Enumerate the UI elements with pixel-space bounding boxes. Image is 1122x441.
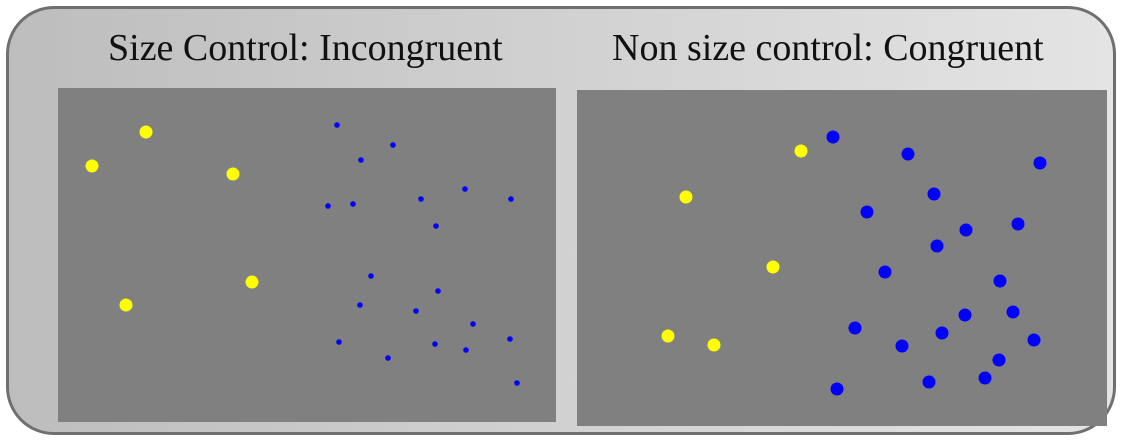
blue-dot xyxy=(432,341,438,347)
blue-dot xyxy=(930,239,944,253)
blue-dot xyxy=(826,130,840,144)
yellow-dot xyxy=(85,159,99,173)
blue-dot xyxy=(848,321,862,335)
blue-dot xyxy=(470,321,476,327)
blue-dot xyxy=(385,355,391,361)
blue-dot xyxy=(1027,333,1041,347)
blue-dot xyxy=(895,339,909,353)
blue-dot xyxy=(922,375,936,389)
blue-dot xyxy=(958,308,972,322)
yellow-dot xyxy=(119,298,133,312)
dot-array-non-size-control xyxy=(661,130,1047,396)
blue-dot xyxy=(336,339,342,345)
blue-dot xyxy=(507,336,513,342)
blue-dot xyxy=(325,203,331,209)
blue-dot xyxy=(463,347,469,353)
blue-dot xyxy=(462,186,468,192)
blue-dot xyxy=(927,187,941,201)
blue-dot xyxy=(978,371,992,385)
blue-dot xyxy=(435,288,441,294)
panel-title-size-control: Size Control: Incongruent xyxy=(108,27,503,69)
blue-dot xyxy=(1011,217,1025,231)
yellow-dot xyxy=(766,260,780,274)
yellow-dot xyxy=(707,338,721,352)
blue-dot xyxy=(358,157,364,163)
blue-dot xyxy=(901,147,915,161)
yellow-dot xyxy=(794,144,808,158)
blue-dot xyxy=(830,382,844,396)
yellow-dot xyxy=(139,125,153,139)
yellow-dot xyxy=(679,190,693,204)
blue-dot xyxy=(514,380,520,386)
blue-dot xyxy=(508,196,514,202)
stimulus-panel-size-control xyxy=(58,88,556,422)
blue-dot xyxy=(860,205,874,219)
blue-dot xyxy=(959,223,973,237)
stimulus-panel-non-size-control xyxy=(577,90,1107,426)
yellow-dot xyxy=(245,275,259,289)
blue-dot xyxy=(878,265,892,279)
yellow-dot xyxy=(226,167,240,181)
blue-dot xyxy=(350,201,356,207)
blue-dot xyxy=(413,308,419,314)
blue-dot xyxy=(334,122,340,128)
blue-dot xyxy=(992,353,1006,367)
blue-dot xyxy=(368,273,374,279)
blue-dot xyxy=(1006,305,1020,319)
blue-dot xyxy=(935,326,949,340)
panel-title-non-size-control: Non size control: Congruent xyxy=(612,27,1044,69)
blue-dot xyxy=(993,274,1007,288)
blue-dot xyxy=(357,302,363,308)
blue-dot xyxy=(1033,156,1047,170)
yellow-dot xyxy=(661,329,675,343)
dot-array-size-control xyxy=(85,122,520,386)
blue-dot xyxy=(418,196,424,202)
blue-dot xyxy=(433,223,439,229)
blue-dot xyxy=(390,142,396,148)
